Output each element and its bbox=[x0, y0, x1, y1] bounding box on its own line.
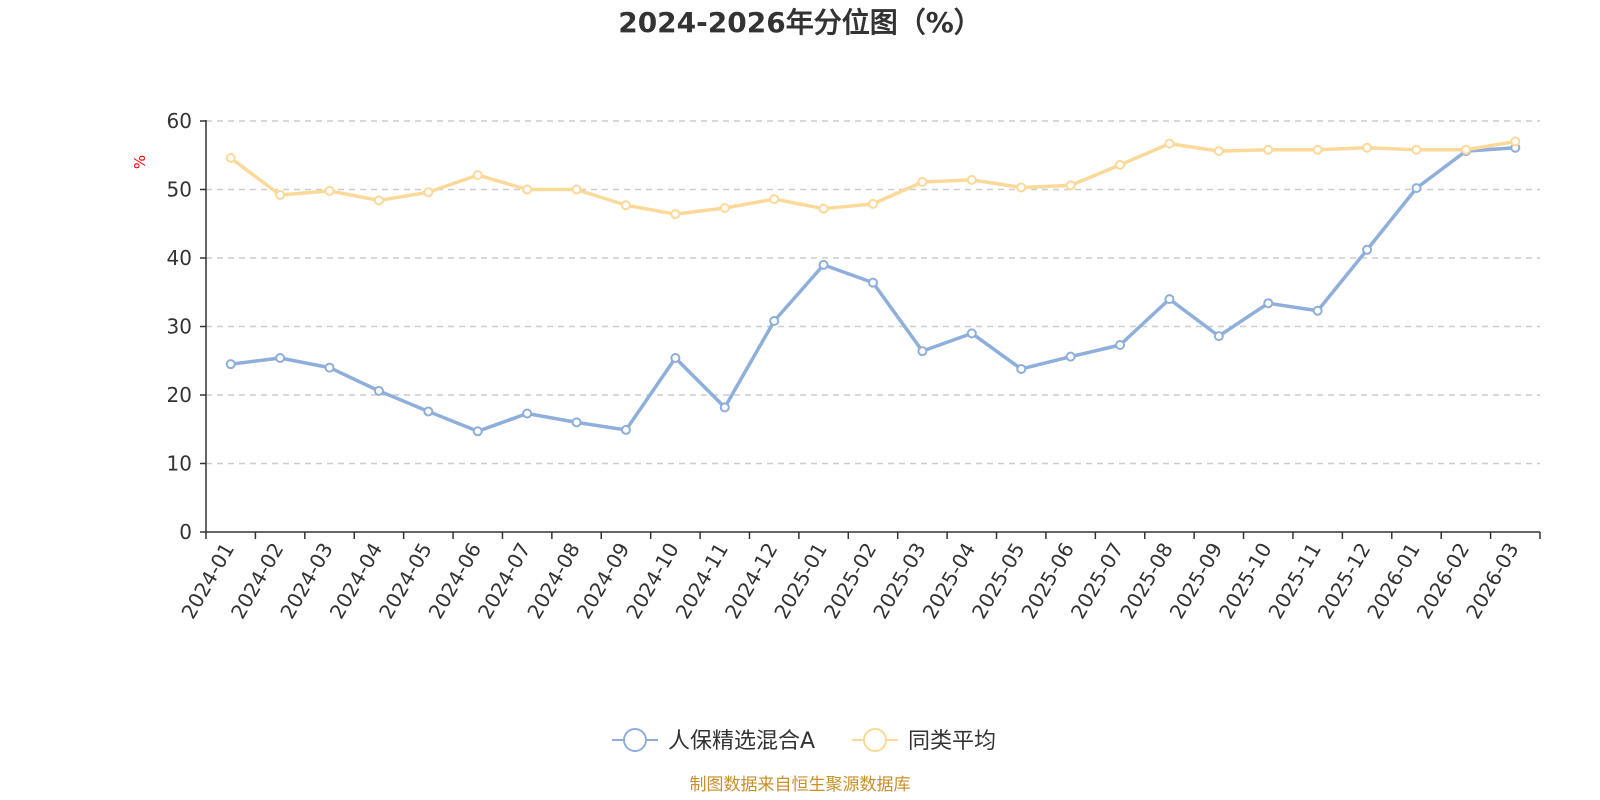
data-point bbox=[1213, 331, 1224, 342]
data-point bbox=[275, 189, 286, 200]
data-point bbox=[1411, 183, 1422, 194]
data-point bbox=[571, 184, 582, 195]
y-axis-ticks: 0 10 20 30 40 50 60 bbox=[167, 109, 206, 544]
data-point bbox=[719, 402, 730, 413]
data-point bbox=[275, 353, 286, 364]
data-point bbox=[1460, 144, 1471, 155]
data-point bbox=[423, 187, 434, 198]
data-point bbox=[769, 316, 780, 327]
grid-lines bbox=[206, 120, 1540, 465]
series-group bbox=[225, 136, 1521, 437]
data-point bbox=[769, 194, 780, 205]
data-point bbox=[1065, 180, 1076, 191]
data-point bbox=[1312, 144, 1323, 155]
data-point bbox=[1016, 182, 1027, 193]
source-note: 制图数据来自恒生聚源数据库 bbox=[690, 775, 911, 795]
data-point bbox=[917, 346, 928, 357]
data-point bbox=[670, 209, 681, 220]
y-tick-label: 50 bbox=[167, 178, 192, 202]
data-point bbox=[373, 385, 384, 396]
data-point bbox=[472, 170, 483, 181]
y-tick-label: 60 bbox=[167, 109, 192, 133]
y-tick-label: 0 bbox=[179, 520, 192, 544]
data-point bbox=[373, 195, 384, 206]
y-tick-label: 20 bbox=[167, 383, 192, 407]
data-point bbox=[571, 417, 582, 428]
series-line bbox=[228, 145, 1518, 434]
legend-label: 人保精选混合A bbox=[668, 729, 815, 754]
legend-marker-icon bbox=[863, 728, 887, 752]
y-tick-label: 10 bbox=[167, 452, 192, 476]
legend: 人保精选混合A 同类平均 bbox=[612, 728, 996, 754]
data-point bbox=[522, 408, 533, 419]
data-point bbox=[1065, 351, 1076, 362]
data-point bbox=[1213, 146, 1224, 157]
data-point bbox=[868, 198, 878, 209]
data-point bbox=[1411, 144, 1422, 155]
data-point bbox=[472, 426, 483, 437]
data-point bbox=[1164, 294, 1175, 305]
data-point bbox=[225, 359, 236, 370]
legend-marker-icon bbox=[623, 728, 647, 752]
data-point bbox=[1312, 305, 1323, 316]
data-point bbox=[225, 152, 236, 163]
legend-item-1: 人保精选混合A bbox=[612, 728, 815, 754]
data-point bbox=[1263, 298, 1274, 309]
data-point bbox=[324, 185, 335, 196]
series-1 bbox=[225, 142, 1521, 437]
data-point bbox=[917, 176, 928, 187]
data-point bbox=[423, 406, 434, 417]
data-point bbox=[620, 424, 631, 435]
legend-item-2: 同类平均 bbox=[852, 728, 996, 754]
legend-label: 同类平均 bbox=[908, 729, 996, 754]
data-point bbox=[1362, 244, 1373, 255]
data-point bbox=[818, 259, 829, 270]
data-point bbox=[1510, 136, 1521, 147]
data-point bbox=[1164, 138, 1175, 149]
data-point bbox=[620, 200, 631, 211]
chart-title: 2024-2026年分位图（%） bbox=[618, 6, 982, 39]
data-point bbox=[1115, 339, 1126, 350]
data-point bbox=[1362, 142, 1373, 153]
data-point bbox=[1115, 159, 1126, 170]
data-point bbox=[324, 362, 335, 373]
data-point bbox=[522, 184, 533, 195]
y-axis-unit-label: % bbox=[131, 155, 149, 169]
y-tick-label: 30 bbox=[167, 315, 192, 339]
data-point bbox=[966, 174, 977, 185]
data-point bbox=[818, 203, 829, 214]
data-point bbox=[868, 277, 878, 288]
y-tick-label: 40 bbox=[167, 246, 192, 270]
data-point bbox=[966, 328, 977, 339]
x-axis-ticks: 2024-012024-022024-032024-042024-052024-… bbox=[176, 532, 1541, 623]
data-point bbox=[1263, 144, 1274, 155]
data-point bbox=[719, 202, 730, 213]
data-point bbox=[670, 353, 681, 364]
data-point bbox=[1016, 363, 1027, 374]
series-2 bbox=[225, 136, 1521, 220]
